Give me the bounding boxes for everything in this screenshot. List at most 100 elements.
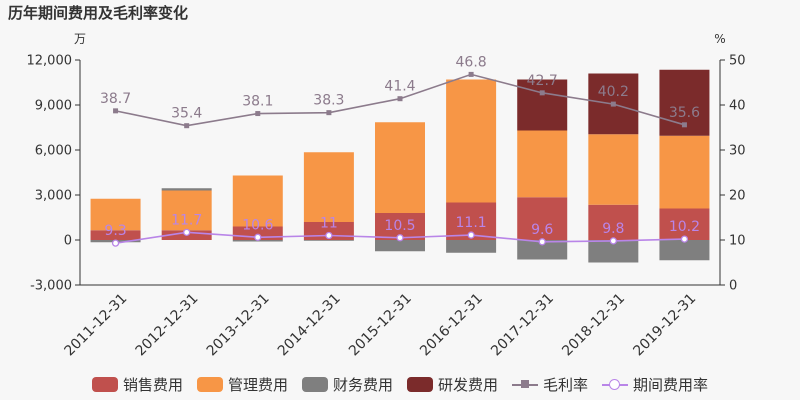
- data-label-期间费用率: 11.7: [171, 212, 202, 228]
- legend-label: 毛利率: [543, 375, 589, 394]
- x-tick-label: 2012-12-31: [133, 291, 202, 360]
- data-label-毛利率: 41.4: [384, 79, 415, 95]
- x-tick-label: 2013-12-31: [204, 291, 273, 360]
- right-tick-label: 50: [729, 54, 746, 69]
- right-tick-label: 20: [729, 189, 746, 204]
- point-毛利率: [255, 111, 261, 117]
- x-tick-label: 2017-12-31: [488, 291, 557, 360]
- legend-label: 财务费用: [332, 375, 393, 394]
- bar-管理费用: [161, 190, 212, 231]
- point-毛利率: [681, 122, 687, 128]
- point-期间费用率: [538, 238, 546, 246]
- x-tick-label: 2011-12-31: [62, 291, 131, 360]
- left-tick-label: 12,000: [27, 54, 73, 69]
- legend-item[interactable]: 毛利率: [512, 374, 588, 395]
- bar-销售费用: [517, 197, 568, 240]
- right-tick-label: 40: [729, 99, 746, 114]
- bar-财务费用: [517, 240, 568, 260]
- point-毛利率: [326, 110, 332, 116]
- left-axis-unit: 万: [74, 32, 86, 46]
- right-tick-label: 0: [729, 279, 737, 294]
- point-毛利率: [113, 108, 119, 114]
- legend-item[interactable]: 财务费用: [301, 374, 393, 395]
- point-期间费用率: [111, 239, 120, 247]
- left-tick-label: 3,000: [35, 189, 72, 204]
- bar-管理费用: [659, 135, 710, 209]
- bar-销售费用: [588, 204, 639, 240]
- bar-财务费用: [303, 240, 354, 241]
- data-label-毛利率: 40.2: [598, 84, 629, 100]
- legend-item[interactable]: 研发费用: [407, 374, 498, 395]
- point-期间费用率: [680, 235, 689, 243]
- data-label-期间费用率: 9.6: [531, 222, 553, 238]
- legend-label: 销售费用: [122, 375, 183, 394]
- legend-label: 研发费用: [438, 375, 499, 394]
- left-tick-label: 0: [64, 234, 72, 249]
- x-tick-label: 2018-12-31: [559, 291, 628, 360]
- data-label-期间费用率: 10.5: [384, 218, 415, 234]
- bar-销售费用: [659, 208, 710, 240]
- legend-label: 期间费用率: [633, 375, 709, 394]
- legend: 销售费用 管理费用 财务费用 研发费用 毛利率 期间费用率: [0, 372, 800, 396]
- point-期间费用率: [254, 233, 262, 241]
- left-tick-label: -3,000: [30, 279, 72, 294]
- chart-title: 历年期间费用及毛利率变化: [8, 4, 189, 22]
- legend-swatch: [301, 376, 328, 392]
- x-tick-label: 2019-12-31: [630, 291, 699, 360]
- point-期间费用率: [609, 237, 617, 245]
- right-axis-unit: %: [714, 32, 725, 46]
- bar-管理费用: [517, 130, 568, 198]
- data-label-期间费用率: 11.1: [456, 215, 487, 231]
- point-期间费用率: [467, 231, 475, 239]
- data-label-期间费用率: 10.6: [242, 217, 273, 233]
- data-label-毛利率: 38.7: [100, 91, 131, 107]
- legend-swatch: [196, 376, 223, 392]
- legend-swatch: [512, 377, 539, 392]
- point-毛利率: [184, 123, 190, 129]
- left-tick-label: 9,000: [35, 99, 72, 114]
- data-label-期间费用率: 10.2: [669, 219, 700, 235]
- bar-管理费用: [232, 175, 283, 227]
- bar-管理费用: [375, 122, 425, 213]
- data-label-期间费用率: 9.8: [602, 221, 624, 237]
- bar-管理费用: [446, 79, 497, 203]
- legend-item[interactable]: 销售费用: [91, 374, 183, 395]
- data-label-毛利率: 46.8: [456, 54, 487, 70]
- x-tick-label: 2014-12-31: [275, 291, 344, 360]
- legend-label: 管理费用: [227, 375, 288, 394]
- legend-item[interactable]: 管理费用: [196, 374, 288, 395]
- right-tick-label: 30: [729, 144, 746, 159]
- point-期间费用率: [396, 234, 404, 242]
- bar-管理费用: [588, 134, 639, 205]
- point-期间费用率: [183, 228, 191, 237]
- legend-item[interactable]: 期间费用率: [602, 374, 708, 395]
- data-label-期间费用率: 9.3: [104, 223, 126, 239]
- bar-管理费用: [90, 198, 141, 231]
- point-毛利率: [468, 71, 474, 77]
- x-tick-label: 2015-12-31: [346, 291, 415, 360]
- data-label-毛利率: 38.1: [242, 94, 273, 110]
- point-期间费用率: [325, 231, 333, 240]
- point-毛利率: [610, 101, 616, 107]
- bar-销售费用: [90, 230, 141, 240]
- data-label-毛利率: 42.7: [527, 73, 558, 89]
- bar-财务费用: [659, 240, 710, 261]
- data-label-期间费用率: 11: [320, 216, 338, 232]
- point-毛利率: [539, 90, 545, 96]
- legend-swatch: [91, 376, 118, 392]
- bar-财务费用: [375, 240, 425, 252]
- bar-财务费用: [588, 240, 639, 263]
- legend-swatch: [407, 376, 433, 392]
- data-label-毛利率: 38.3: [313, 93, 344, 109]
- data-label-毛利率: 35.4: [171, 106, 202, 122]
- data-label-毛利率: 35.6: [669, 105, 700, 121]
- bar-财务费用: [446, 240, 497, 253]
- x-tick-label: 2016-12-31: [417, 291, 486, 360]
- legend-swatch: [602, 377, 629, 392]
- bar-财务费用: [161, 188, 212, 191]
- right-tick-label: 10: [729, 234, 746, 249]
- point-毛利率: [397, 96, 403, 102]
- bar-管理费用: [303, 152, 354, 222]
- left-tick-label: 6,000: [35, 144, 72, 159]
